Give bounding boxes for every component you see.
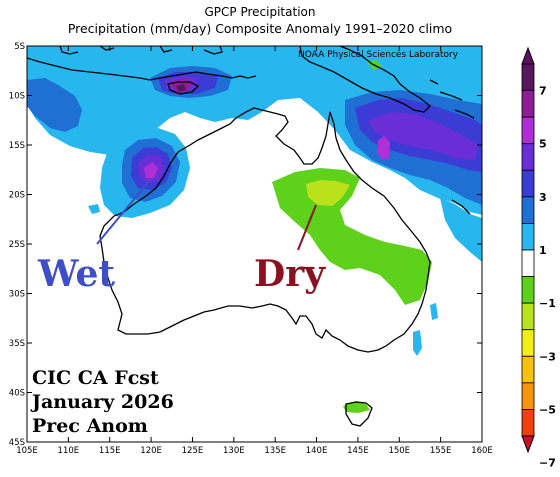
wet-label: Wet: [37, 253, 115, 295]
lat-tick-label: 10S: [9, 92, 25, 102]
timor-coastline: [167, 81, 200, 95]
lat-tick-label: 30S: [9, 290, 25, 300]
lon-tick-label: 150E: [388, 446, 410, 456]
lon-tick-label: 105E: [16, 446, 38, 456]
dry-anomaly-patch-tasmania: [343, 401, 370, 413]
wet-anomaly-peak-coral-sea: [368, 112, 478, 160]
lon-tick-label: 160E: [471, 446, 493, 456]
lon-tick-label: 140E: [306, 446, 328, 456]
australia-coastline: [99, 107, 431, 353]
dry-anomaly-region-queensland: [272, 168, 432, 305]
coastlines: [26, 45, 475, 427]
lon-tick-label: 130E: [223, 446, 245, 456]
map-subtitle: Precipitation (mm/day) Composite Anomaly…: [67, 21, 453, 36]
wet-anomaly-core-northwest: [27, 78, 82, 132]
forecast-label-line2: January 2026: [30, 391, 174, 413]
new-guinea-coastline: [299, 45, 431, 113]
lat-tick-label: 15S: [9, 141, 25, 151]
solomon-islands-coastline: [429, 79, 475, 119]
lat-tick-label: 5S: [14, 42, 25, 52]
dry-anomaly-core-queensland: [306, 180, 350, 206]
forecast-label-line3: Prec Anom: [32, 415, 148, 437]
wet-anomaly-region-east: [440, 198, 482, 262]
wet-anomaly-max-pilbara: [144, 162, 158, 178]
wet-anomaly-patch-east-coast: [413, 330, 422, 356]
lon-tick-label: 110E: [58, 446, 80, 456]
lon-tick-label: 125E: [182, 446, 204, 456]
wet-anomaly-extreme-arnhem: [176, 84, 186, 92]
axis-ticks: [26, 45, 483, 443]
dry-pointer-line: [297, 204, 317, 251]
lat-tick-label: 45S: [9, 438, 25, 448]
wet-anomaly-patch-sw: [88, 204, 100, 214]
wet-anomaly-max-coral-sea: [377, 136, 390, 160]
indonesia-coastline: [26, 57, 257, 81]
wet-anomaly-region-north: [27, 46, 482, 215]
islands-north-coastline: [59, 45, 223, 55]
lon-tick-label: 145E: [347, 446, 369, 456]
lon-tick-label: 115E: [99, 446, 121, 456]
lat-tick-label: 25S: [9, 240, 25, 250]
new-caledonia-coastline: [451, 199, 471, 215]
tasmania-coastline: [345, 401, 373, 427]
forecast-label-line1: CIC CA Fcst: [32, 367, 159, 389]
lon-tick-label: 135E: [264, 446, 286, 456]
dry-label: Dry: [254, 253, 326, 295]
credit-label: NOAA Physical Sciences Laboratory: [298, 50, 459, 60]
map-title: GPCP Precipitation: [204, 5, 316, 19]
wet-pointer-line: [96, 179, 151, 245]
lat-tick-label: 40S: [9, 389, 25, 399]
lon-tick-label: 120E: [140, 446, 162, 456]
lat-tick-label: 35S: [9, 339, 25, 349]
lon-tick-label: 155E: [430, 446, 452, 456]
axis-tick-labels: 105E 110E 115E 120E 125E 130E 135E 140E 145E 150E…: [9, 42, 493, 456]
lat-tick-label: 20S: [9, 191, 25, 201]
wet-anomaly-patch-se: [430, 303, 438, 320]
